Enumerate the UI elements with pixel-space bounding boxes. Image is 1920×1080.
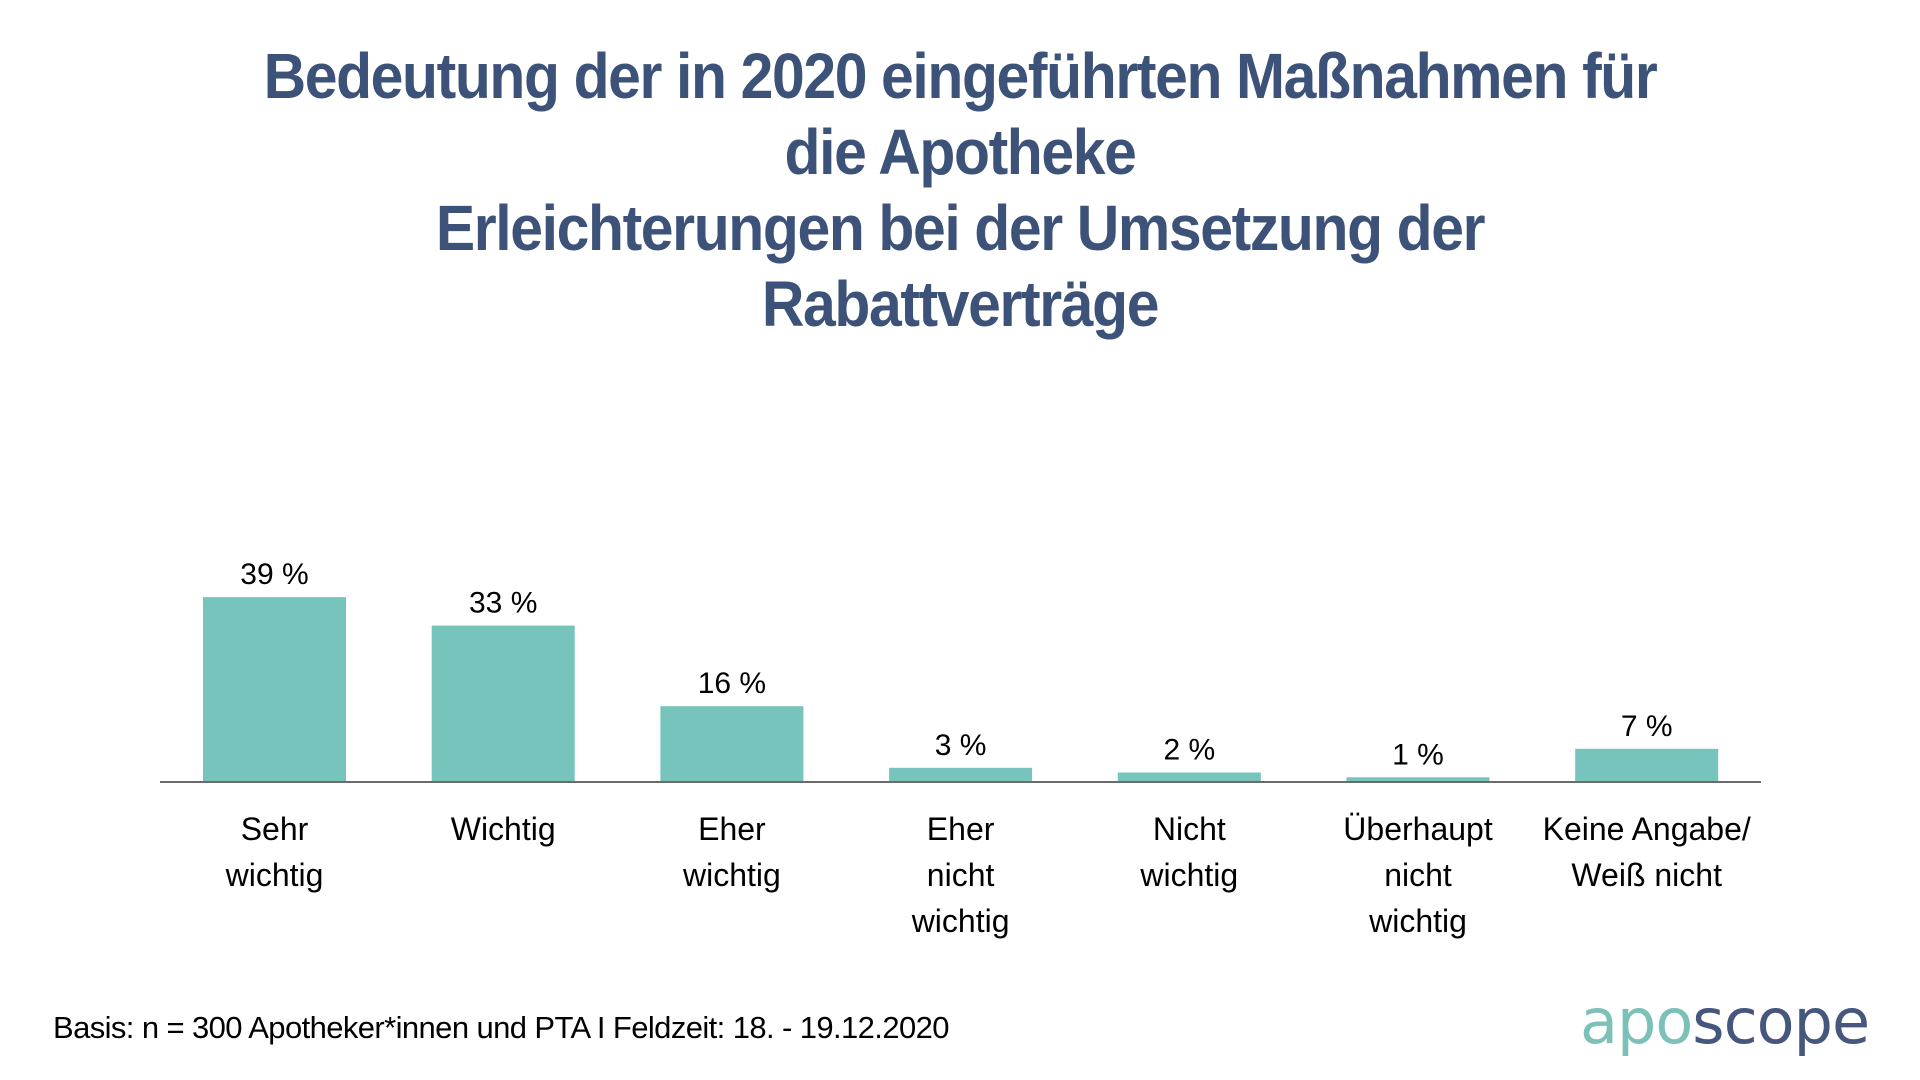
bar-value-label: 16 % — [698, 667, 766, 700]
category-label-line: Eher — [698, 811, 766, 847]
bar-value-label: 3 % — [935, 729, 987, 762]
category-label: Wichtig — [451, 811, 556, 847]
category-label-line: wichtig — [682, 857, 781, 893]
title-line: Bedeutung der in 2020 eingeführten Maßna… — [263, 40, 1658, 112]
bar — [1117, 772, 1261, 782]
bar-value-label: 7 % — [1621, 710, 1673, 743]
category-label-line: Überhaupt — [1343, 811, 1493, 847]
value-labels-group: 39 % 33 % 16 % 3 % 2 % 1 % 7 % — [240, 558, 1672, 771]
aposcope-logo: aposcope — [1580, 982, 1870, 1062]
logo-part-apo: apo — [1580, 985, 1693, 1058]
bar — [203, 597, 346, 782]
category-label-line: wichtig — [1139, 857, 1238, 893]
category-label-line: nicht — [1384, 857, 1452, 893]
category-label: Nicht wichtig — [1139, 811, 1238, 893]
category-labels-group: Sehr wichtig Wichtig Eher wichtig Eher nicht wi… — [225, 811, 1751, 939]
category-label-line: Eher — [927, 811, 995, 847]
category-label-line: wichtig — [1368, 903, 1467, 939]
category-label: Sehr wichtig — [225, 811, 324, 893]
category-label: Eher wichtig — [682, 811, 781, 893]
category-label: Überhaupt nicht wichtig — [1343, 811, 1493, 939]
logo-part-scope: scope — [1692, 985, 1870, 1058]
bar-value-label: 2 % — [1163, 734, 1215, 767]
bar — [660, 706, 804, 782]
bar — [1346, 777, 1490, 782]
category-label-line: Keine Angabe/ — [1543, 811, 1751, 847]
category-label-line: Weiß nicht — [1571, 857, 1722, 893]
category-label-line: Nicht — [1153, 811, 1226, 847]
bar — [431, 625, 575, 782]
category-label-line: Sehr — [241, 811, 309, 847]
title-line: Erleichterungen bei der Umsetzung der — [435, 192, 1486, 264]
category-label: Eher nicht wichtig — [911, 811, 1010, 939]
footnote-basis: Basis: n = 300 Apotheker*innen und PTA I… — [53, 1010, 949, 1045]
bar-value-label: 39 % — [240, 558, 308, 591]
category-label-line: wichtig — [225, 857, 324, 893]
bars-group — [203, 597, 1719, 782]
bar-chart: 39 % 33 % 16 % 3 % 2 % 1 % 7 % Sehr wichtig Wich… — [160, 558, 1761, 939]
title-line: Rabattverträge — [761, 268, 1160, 340]
bar — [1575, 748, 1719, 782]
bar-value-label: 33 % — [469, 587, 537, 620]
category-label: Keine Angabe/Weiß nicht — [1543, 811, 1751, 893]
category-label-line: Wichtig — [451, 811, 556, 847]
title-line: die Apotheke — [784, 116, 1137, 188]
bar-value-label: 1 % — [1392, 738, 1444, 771]
chart-title: Bedeutung der in 2020 eingeführten Maßna… — [0, 38, 1920, 342]
category-label-line: wichtig — [911, 903, 1010, 939]
bar — [889, 767, 1033, 782]
category-label-line: nicht — [927, 857, 995, 893]
